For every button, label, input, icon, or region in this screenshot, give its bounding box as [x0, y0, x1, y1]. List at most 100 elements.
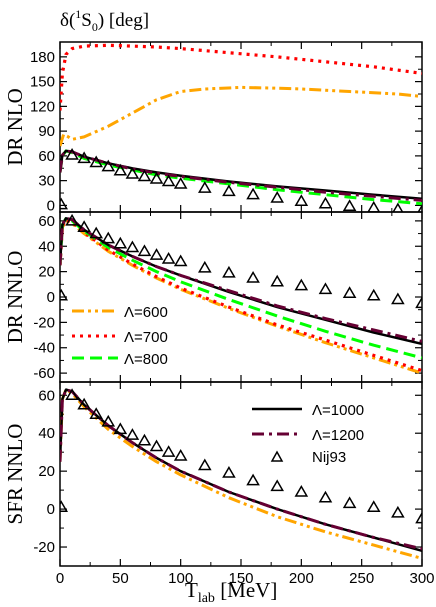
x-tick-label: 200 — [289, 570, 314, 587]
panel-label-dr-nnlo: DR NNLO — [3, 251, 27, 344]
data-point-nij93 — [149, 439, 164, 452]
data-point-nij93 — [65, 148, 79, 160]
data-point-nij93 — [391, 505, 405, 518]
data-point-nij93 — [149, 171, 164, 184]
data-point-nij93 — [113, 236, 128, 249]
data-point-nij93 — [60, 500, 69, 512]
series-line-1000 — [60, 217, 422, 346]
y-tick-label-dr-nnlo: 20 — [38, 264, 55, 281]
data-point-nij93 — [415, 511, 422, 524]
data-point-nij93 — [65, 213, 79, 226]
data-point-nij93 — [89, 226, 104, 239]
data-point-nij93 — [318, 490, 333, 503]
legend-label-nij93: Nij93 — [312, 449, 346, 466]
data-point-nij93 — [161, 174, 176, 187]
y-tick-label-dr-nlo: 120 — [30, 98, 55, 115]
y-tick-label-sfr-nnlo: 0 — [47, 501, 55, 518]
x-tick-label: 300 — [409, 570, 434, 587]
y-tick-label-sfr-nnlo: 40 — [38, 425, 55, 442]
data-point-nij93 — [392, 202, 404, 212]
data-point-nij93 — [342, 199, 357, 211]
data-point-nij93 — [270, 190, 285, 203]
data-point-nij93 — [60, 288, 69, 301]
panel-label-sfr-nnlo: SFR NNLO — [3, 424, 27, 525]
data-point-nij93 — [294, 194, 309, 207]
data-point-nij93 — [173, 448, 188, 461]
top-axis-label: δ(1S0) [deg] — [60, 7, 149, 34]
data-point-nij93 — [137, 433, 152, 446]
data-point-nij93 — [246, 473, 260, 486]
legend-middle: Λ=600 Λ=700 Λ=800 — [72, 304, 168, 368]
data-point-nij93 — [77, 397, 91, 410]
legend-label-1000: Λ=1000 — [312, 402, 364, 419]
data-point-nij93 — [173, 254, 188, 267]
data-point-nij93 — [246, 270, 260, 283]
data-point-nij93 — [222, 265, 236, 278]
y-tick-label-dr-nlo: 30 — [38, 173, 55, 190]
data-point-nij93 — [113, 163, 128, 176]
y-tick-label-dr-nlo: 180 — [30, 49, 55, 66]
y-tick-label-dr-nnlo: 40 — [38, 238, 55, 255]
data-point-nij93 — [391, 292, 405, 305]
y-tick-label-dr-nlo: 60 — [38, 148, 55, 165]
data-point-nij93 — [101, 159, 116, 172]
y-tick-label-sfr-nnlo: 60 — [38, 387, 55, 404]
data-point-nij93 — [294, 485, 309, 497]
data-point-nij93 — [161, 445, 176, 457]
data-point-nij93 — [137, 244, 152, 257]
data-point-nij93 — [366, 288, 381, 301]
panel-dr-nlo: 0 30 60 90 120 150 180 DR NLO — [3, 41, 423, 214]
data-point-nij93 — [89, 155, 104, 168]
data-point-nij93 — [415, 296, 422, 309]
panel-frame-sfr-nnlo — [59, 381, 423, 567]
data-point-nij93 — [222, 184, 236, 197]
data-point-nij93 — [60, 197, 69, 210]
plot-area-dr-nlo — [60, 43, 422, 212]
series-line-1000 — [60, 388, 422, 553]
data-point-nij93 — [101, 414, 116, 427]
series-line-700 — [60, 43, 422, 111]
series-line-800 — [60, 216, 422, 360]
legend-bottom: Λ=1000 Λ=1200 Nij93 — [252, 402, 364, 466]
data-point-nij93 — [197, 181, 212, 193]
panel-label-dr-nlo: DR NLO — [3, 88, 27, 166]
data-point-nij93 — [246, 187, 260, 200]
y-tick-label-dr-nlo: 150 — [30, 74, 55, 91]
x-tick-label: 50 — [112, 570, 129, 587]
y-tick-label-dr-nnlo: -20 — [33, 314, 55, 331]
data-point-nij93 — [270, 479, 285, 492]
series-line-1200 — [60, 388, 422, 551]
data-point-nij93 — [137, 169, 152, 182]
data-point-nij93 — [222, 466, 236, 478]
data-point-nij93 — [125, 428, 140, 440]
legend-label-1200: Λ=1200 — [312, 427, 364, 444]
legend-label-800: Λ=800 — [124, 351, 168, 368]
data-point-nij93 — [318, 282, 333, 295]
data-point-nij93 — [367, 200, 381, 212]
data-point-nij93 — [89, 407, 104, 419]
x-tick-label: 0 — [56, 570, 64, 587]
y-tick-label-sfr-nnlo: -20 — [33, 539, 55, 556]
x-tick-label: 150 — [228, 570, 253, 587]
y-tick-label-dr-nlo: 0 — [47, 197, 55, 214]
x-tick-label: 250 — [349, 570, 374, 587]
data-point-nij93 — [125, 167, 140, 179]
x-tick-label: 100 — [168, 570, 193, 587]
data-point-nij93 — [113, 422, 128, 435]
data-point-nij93 — [197, 458, 212, 471]
series-line-1200 — [60, 216, 422, 343]
data-point-nij93 — [270, 274, 285, 287]
legend-marker-nij93 — [270, 450, 284, 462]
data-point-nij93 — [417, 204, 422, 212]
data-point-nij93 — [173, 176, 188, 189]
y-tick-label-dr-nlo: 90 — [38, 123, 55, 140]
y-tick-label-dr-nnlo: 0 — [47, 289, 55, 306]
data-point-nij93 — [149, 248, 164, 260]
data-point-nij93 — [161, 251, 176, 264]
data-point-nij93 — [101, 231, 116, 244]
data-point-nij93 — [197, 260, 212, 273]
plot-area-dr-nnlo — [60, 213, 422, 375]
x-axis-label: Tlab [MeV] — [185, 578, 277, 606]
